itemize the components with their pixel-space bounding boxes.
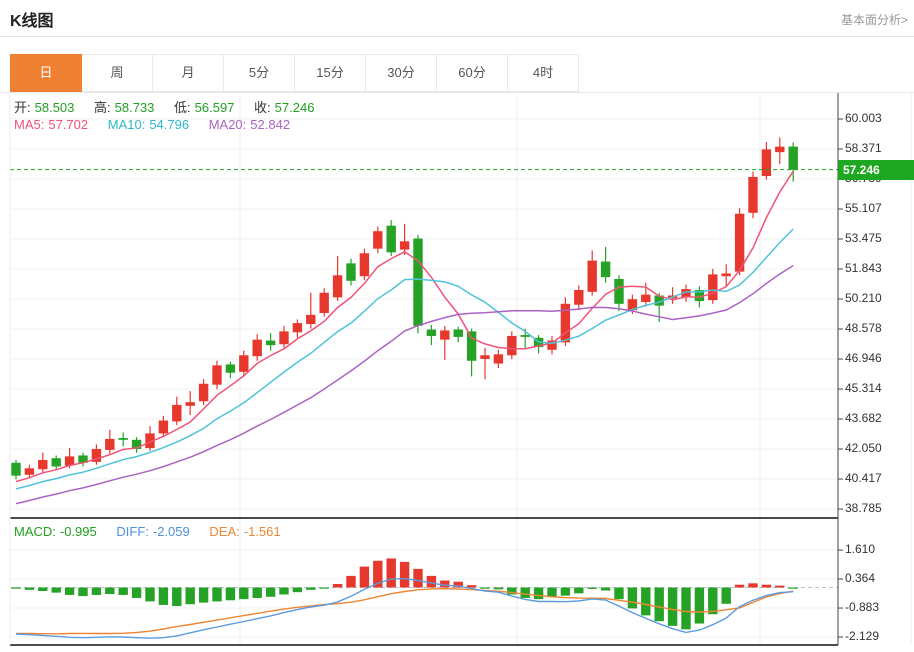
dea-value: -1.561 bbox=[243, 524, 281, 539]
close-label: 收: bbox=[254, 100, 271, 115]
ma5-label: MA5: bbox=[14, 117, 45, 132]
tab-30min[interactable]: 30分 bbox=[365, 54, 437, 92]
macd-row: MACD: -0.995 DIFF: -2.059 DEA: -1.561 bbox=[14, 524, 285, 539]
header-divider bbox=[0, 36, 914, 37]
tabs-underline bbox=[0, 92, 914, 93]
tab-5min[interactable]: 5分 bbox=[223, 54, 295, 92]
y-axis-label: 50.210 bbox=[845, 291, 882, 306]
high-label: 高: bbox=[94, 100, 111, 115]
ma20-value: 52.842 bbox=[250, 117, 291, 132]
diff-label: DIFF: bbox=[116, 524, 149, 539]
y-axis-label: -0.883 bbox=[845, 600, 880, 615]
y-axis-label: 40.417 bbox=[845, 471, 882, 486]
ohlc-row: 开: 58.503 高: 58.733 低: 56.597 收: 57.246 bbox=[14, 97, 318, 116]
y-axis-label: 42.050 bbox=[845, 441, 882, 456]
chart-area[interactable]: 开: 58.503 高: 58.733 低: 56.597 收: 57.246 MA5:… bbox=[0, 93, 914, 652]
tab-60min[interactable]: 60分 bbox=[436, 54, 508, 92]
candlestick-macd-canvas[interactable] bbox=[0, 93, 914, 652]
ma5-value: 57.702 bbox=[48, 117, 89, 132]
y-axis-label: -2.129 bbox=[845, 629, 880, 643]
ma10-label: MA10: bbox=[107, 117, 146, 132]
fundamental-analysis-link[interactable]: 基本面分析> bbox=[840, 13, 908, 27]
y-axis-label: 55.107 bbox=[845, 201, 882, 215]
low-label: 低: bbox=[174, 100, 191, 115]
high-value: 58.733 bbox=[114, 100, 155, 115]
tab-week[interactable]: 周 bbox=[81, 54, 153, 92]
y-axis-label: 1.610 bbox=[845, 542, 876, 557]
macd-label: MACD: bbox=[14, 524, 56, 539]
tab-month[interactable]: 月 bbox=[152, 54, 224, 92]
y-axis-label: 38.785 bbox=[845, 501, 882, 516]
tab-day[interactable]: 日 bbox=[10, 54, 82, 92]
y-axis-label: 60.003 bbox=[845, 111, 882, 125]
y-axis-label: 48.578 bbox=[845, 321, 882, 336]
low-value: 56.597 bbox=[194, 100, 235, 115]
current-price-badge: 57.246 bbox=[838, 159, 914, 180]
tab-15min[interactable]: 15分 bbox=[294, 54, 366, 92]
ma10-value: 54.796 bbox=[149, 117, 190, 132]
y-axis-label: 51.843 bbox=[845, 261, 882, 275]
y-axis-label: 58.371 bbox=[845, 141, 882, 155]
close-value: 57.246 bbox=[274, 100, 315, 115]
y-axis-label: 0.364 bbox=[845, 571, 876, 586]
dea-label: DEA: bbox=[209, 524, 240, 539]
diff-value: -2.059 bbox=[152, 524, 190, 539]
y-axis-label: 53.475 bbox=[845, 231, 882, 245]
page-title: K线图 bbox=[10, 13, 54, 30]
period-tabs: 日 周 月 5分 15分 30分 60分 4时 bbox=[10, 54, 579, 92]
ma-row: MA5: 57.702 MA10: 54.796 MA20: 52.842 bbox=[14, 117, 294, 132]
y-axis-label: 43.682 bbox=[845, 411, 882, 426]
y-axis-label: 46.946 bbox=[845, 351, 882, 366]
ma20-label: MA20: bbox=[208, 117, 247, 132]
open-value: 58.503 bbox=[34, 100, 75, 115]
y-axis-label: 45.314 bbox=[845, 381, 882, 396]
open-label: 开: bbox=[14, 100, 31, 115]
tab-4hour[interactable]: 4时 bbox=[507, 54, 579, 92]
macd-value: -0.995 bbox=[59, 524, 97, 539]
